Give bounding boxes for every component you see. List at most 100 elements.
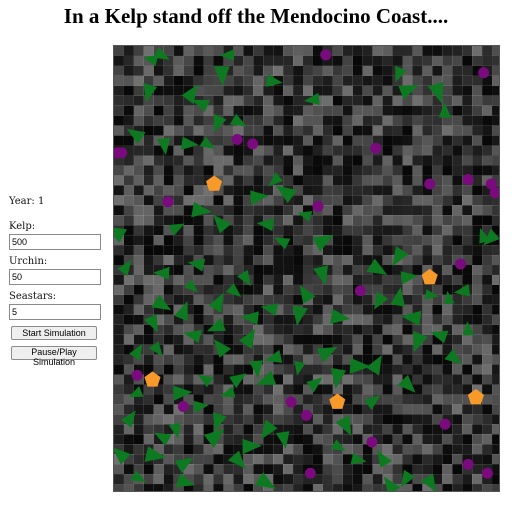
page-title: In a Kelp stand off the Mendocino Coast.… [63,4,449,28]
kelp [292,305,308,327]
kelp [114,447,132,465]
kelp [256,218,275,232]
start-simulation-button[interactable]: Start Simulation [11,326,97,340]
kelp [183,329,202,344]
kelp [249,360,264,379]
kelp [173,385,193,401]
kelp [152,46,170,60]
kelp [383,476,401,491]
kelp [213,66,230,87]
kelp [401,310,422,326]
kelp [256,370,277,385]
kelp [350,452,367,465]
urchin-input[interactable] [9,269,101,285]
urchin [162,196,174,208]
kelp [303,92,320,106]
kelp [349,357,371,375]
kelp [213,113,227,133]
kelp [250,190,269,206]
kelp [444,290,455,305]
kelp [413,331,428,353]
pause-play-button[interactable]: Pause/Play Simulation [11,346,97,367]
kelp [264,349,283,363]
kelp [330,367,346,389]
kelp [299,285,316,304]
kelp [374,291,389,310]
kelp [206,317,226,332]
urchin [485,178,497,190]
kelp [143,83,158,103]
kelp [187,258,206,272]
kelp [330,308,351,324]
kelp-layer [114,46,499,491]
kelp [208,292,224,313]
kelp [335,415,352,436]
kelp [462,321,475,336]
kelp [128,386,144,398]
kelp [151,294,172,311]
kelp [199,136,215,149]
urchin [131,369,143,381]
kelp [275,431,290,449]
kelp [191,99,211,113]
kelp [265,74,283,88]
kelp [120,410,136,428]
urchin [462,458,474,470]
urchin-label: Urchin: [9,256,48,267]
urchin [116,147,128,159]
kelp [129,343,143,361]
kelp [390,287,406,307]
kelp [236,269,251,287]
kelp-input[interactable] [9,234,101,250]
urchin [320,49,332,61]
kelp [193,400,209,413]
urchin [247,138,259,150]
simulation-canvas[interactable] [113,45,500,492]
kelp [330,439,346,452]
kelp [261,419,278,440]
kelp [225,283,242,298]
urchin [455,258,466,270]
kelp [220,386,236,398]
kelp [213,339,232,358]
urchin [478,67,490,79]
urchin [354,285,366,297]
kelp [181,84,198,105]
kelp [400,271,418,285]
kelp [294,360,306,376]
kelp [174,300,188,322]
kelp [401,469,415,488]
seastar-input[interactable] [9,304,101,320]
kelp [148,341,163,357]
kelp [144,446,166,462]
kelp [184,279,198,293]
urchin [370,142,382,154]
kelp [444,348,462,365]
kelp [143,314,158,333]
urchin [301,409,312,421]
kelp [273,237,291,250]
urchin [231,133,243,145]
year-value: 1 [37,196,45,207]
kelp [180,136,199,150]
kelp [438,102,452,118]
kelp [306,377,323,393]
kelp [316,346,338,363]
kelp [420,473,436,491]
kelp [254,472,276,489]
kelp [114,227,128,243]
kelp [366,258,388,275]
kelp [427,82,444,104]
kelp [174,457,194,474]
kelp [212,412,227,432]
seafloor-grid [114,46,499,491]
urchin [481,467,493,479]
urchin [462,174,474,185]
urchin [424,178,436,190]
kelp [297,211,313,222]
seastar [421,268,438,285]
kelp [191,201,212,218]
kelp [364,395,381,411]
kelp [117,259,132,277]
kelp [240,311,259,325]
